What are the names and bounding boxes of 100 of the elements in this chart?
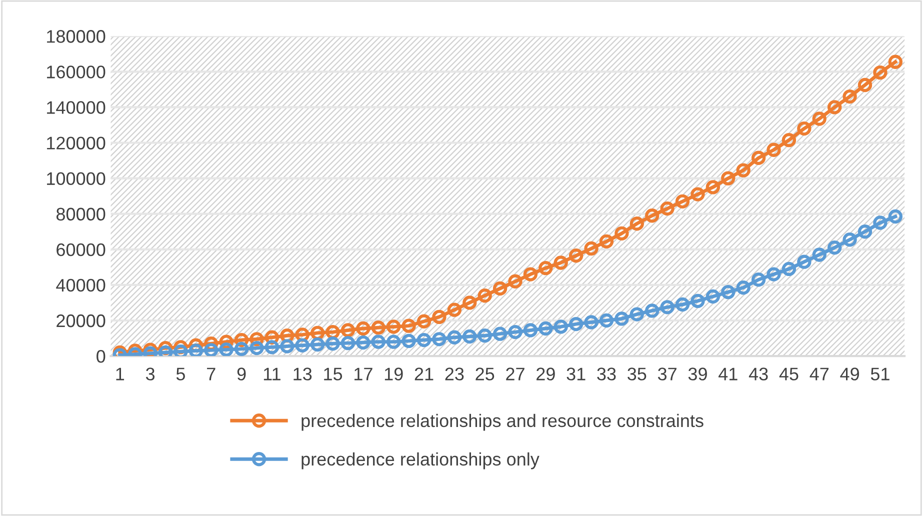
point xyxy=(250,340,264,356)
point xyxy=(538,260,553,276)
x-tick-label: 27 xyxy=(506,368,524,380)
point xyxy=(371,320,386,335)
point xyxy=(721,171,736,186)
x-tick-label: 13 xyxy=(294,368,312,380)
x-tick-label: 41 xyxy=(718,368,738,380)
point xyxy=(188,344,203,356)
point xyxy=(462,329,477,344)
point xyxy=(478,288,492,303)
point xyxy=(492,326,508,341)
x-tick-label: 47 xyxy=(810,368,829,380)
point xyxy=(432,332,446,346)
point xyxy=(812,248,826,262)
point xyxy=(690,187,705,202)
point xyxy=(326,336,340,351)
point xyxy=(858,78,872,92)
point xyxy=(371,334,386,349)
point xyxy=(264,340,280,354)
x-tick-label: 49 xyxy=(840,368,859,380)
point xyxy=(660,300,674,314)
point xyxy=(219,342,234,356)
point xyxy=(873,216,888,230)
point xyxy=(766,267,781,282)
point xyxy=(492,281,508,296)
y-tick-label: 160000 xyxy=(47,66,106,78)
point xyxy=(614,226,629,240)
x-tick-label: 29 xyxy=(536,368,555,380)
y-tick-label: 40000 xyxy=(56,278,106,292)
y-tick-label: 180000 xyxy=(47,30,106,43)
point xyxy=(234,342,249,356)
point xyxy=(538,321,553,336)
point xyxy=(782,262,796,276)
x-tick-label: 1 xyxy=(116,368,124,380)
x-tick-label: 9 xyxy=(237,368,246,380)
point xyxy=(508,274,522,288)
point xyxy=(828,100,842,114)
point xyxy=(554,256,568,270)
x-tick-label: 25 xyxy=(476,368,494,380)
point xyxy=(416,332,432,348)
point xyxy=(736,280,750,295)
y-tick-label: 100000 xyxy=(47,172,106,186)
x-tick-label: 23 xyxy=(445,368,464,380)
x-tick-label: 45 xyxy=(779,368,798,380)
point xyxy=(447,330,462,344)
point xyxy=(873,65,888,80)
point xyxy=(751,272,766,287)
point xyxy=(402,334,416,348)
legend-label: precedence relationships and resource constraints xyxy=(302,414,704,431)
x-tick-label: 11 xyxy=(264,368,280,380)
point xyxy=(888,54,902,69)
point xyxy=(782,133,796,148)
point xyxy=(675,297,690,312)
x-tick-label: 31 xyxy=(566,368,586,380)
point xyxy=(645,208,660,223)
point xyxy=(386,320,401,334)
point xyxy=(554,320,568,334)
point xyxy=(842,89,857,104)
x-tick-label: 51 xyxy=(870,368,890,380)
point xyxy=(690,294,705,308)
y-tick-label: 120000 xyxy=(47,136,106,150)
point xyxy=(508,324,522,340)
y-tick-label: 80000 xyxy=(56,208,106,221)
x-tick-label: 37 xyxy=(658,368,676,380)
point xyxy=(386,334,401,349)
point xyxy=(630,216,644,231)
point xyxy=(797,121,812,136)
point xyxy=(660,201,674,216)
x-tick-label: 43 xyxy=(748,368,768,380)
point xyxy=(706,289,720,304)
point xyxy=(462,296,477,310)
point xyxy=(599,234,614,248)
point xyxy=(568,248,584,263)
point xyxy=(842,232,857,247)
point xyxy=(888,209,902,224)
y-tick-label: 140000 xyxy=(47,101,106,114)
point xyxy=(280,339,294,354)
point xyxy=(402,318,416,333)
point xyxy=(706,180,720,194)
x-tick-label: 39 xyxy=(688,368,707,380)
point xyxy=(478,328,492,343)
point xyxy=(568,316,584,332)
point xyxy=(416,314,432,328)
point xyxy=(645,304,660,318)
x-tick-label: 5 xyxy=(176,368,185,380)
y-tick-label: 60000 xyxy=(56,243,106,256)
point xyxy=(340,323,356,338)
point xyxy=(812,112,826,126)
point xyxy=(630,307,644,322)
point xyxy=(599,313,614,328)
point xyxy=(751,150,766,165)
point xyxy=(675,194,690,208)
point xyxy=(356,321,370,336)
point xyxy=(310,337,325,352)
x-tick-label: 19 xyxy=(384,368,403,380)
x-tick-label: 35 xyxy=(628,368,646,380)
x-tick-label: 7 xyxy=(207,368,216,380)
x-tick-label: 3 xyxy=(146,368,155,380)
point xyxy=(295,338,310,352)
point xyxy=(858,224,872,239)
